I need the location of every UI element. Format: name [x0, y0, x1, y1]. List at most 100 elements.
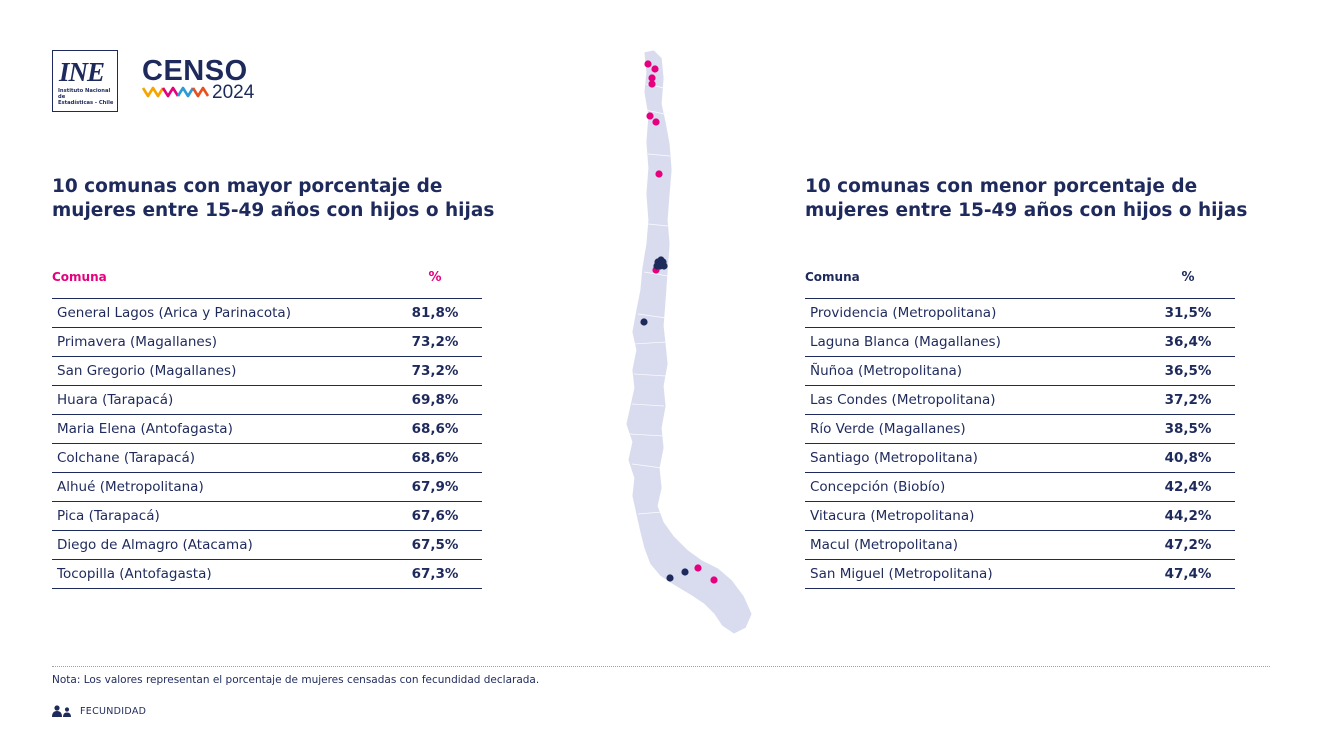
- table-row: Vitacura (Metropolitana) 44,2%: [805, 502, 1235, 531]
- footer-divider: [52, 666, 1270, 667]
- footer-label: FECUNDIDAD: [80, 705, 147, 717]
- comuna-name: Colchane (Tarapacá): [57, 450, 196, 466]
- lowest-percentage-table: Comuna % Providencia (Metropolitana) 31,5…: [805, 256, 1235, 589]
- map-markers-low: [640, 256, 689, 582]
- comuna-percent: 37,2%: [1164, 392, 1212, 408]
- comuna-percent: 38,5%: [1164, 421, 1212, 437]
- ine-logo-subtitle: Instituto Nacional de Estadísticas - Chi…: [58, 88, 114, 106]
- table-row: Concepción (Biobío) 42,4%: [805, 473, 1235, 502]
- comuna-percent: 73,2%: [411, 363, 459, 379]
- header-comuna: Comuna: [805, 270, 860, 284]
- marker-high: [710, 576, 718, 584]
- comuna-percent: 40,8%: [1164, 450, 1212, 466]
- comuna-name: Macul (Metropolitana): [810, 537, 958, 553]
- comuna-name: San Gregorio (Magallanes): [57, 363, 237, 379]
- table-row: Alhué (Metropolitana) 67,9%: [52, 473, 482, 502]
- right-section-title: 10 comunas con menor porcentaje de mujer…: [805, 176, 1248, 221]
- marker-low: [653, 262, 661, 270]
- header-percent: %: [1181, 269, 1195, 285]
- comuna-percent: 36,4%: [1164, 334, 1212, 350]
- comuna-name: Pica (Tarapacá): [57, 508, 160, 524]
- marker-low: [640, 318, 648, 326]
- table-row: Diego de Almagro (Atacama) 67,5%: [52, 531, 482, 560]
- comuna-percent: 67,6%: [411, 508, 459, 524]
- highest-percentage-table: Comuna % General Lagos (Arica y Parinaco…: [52, 256, 482, 589]
- marker-high: [651, 65, 659, 73]
- marker-high: [644, 60, 652, 68]
- comuna-percent: 31,5%: [1164, 305, 1212, 321]
- comuna-name: Las Condes (Metropolitana): [810, 392, 996, 408]
- comuna-percent: 47,4%: [1164, 566, 1212, 582]
- censo-logo-wave-icon: [142, 86, 210, 98]
- table-header: Comuna %: [805, 256, 1235, 299]
- comuna-name: Concepción (Biobío): [810, 479, 946, 495]
- comuna-percent: 36,5%: [1164, 363, 1212, 379]
- comuna-percent: 73,2%: [411, 334, 459, 350]
- ine-logo: INE Instituto Nacional de Estadísticas -…: [52, 50, 118, 112]
- table-row: Ñuñoa (Metropolitana) 36,5%: [805, 357, 1235, 386]
- comuna-percent: 42,4%: [1164, 479, 1212, 495]
- marker-low: [660, 262, 668, 270]
- table-row: General Lagos (Arica y Parinacota) 81,8%: [52, 299, 482, 328]
- comuna-percent: 81,8%: [411, 305, 459, 321]
- marker-high: [694, 564, 702, 572]
- comuna-name: Huara (Tarapacá): [57, 392, 174, 408]
- marker-high: [646, 112, 654, 120]
- table-row: Pica (Tarapacá) 67,6%: [52, 502, 482, 531]
- comuna-percent: 67,9%: [411, 479, 459, 495]
- table-row: Santiago (Metropolitana) 40,8%: [805, 444, 1235, 473]
- table-row: Primavera (Magallanes) 73,2%: [52, 328, 482, 357]
- ine-logo-mark: INE: [59, 57, 105, 87]
- comuna-name: Alhué (Metropolitana): [57, 479, 204, 495]
- table-row: Providencia (Metropolitana) 31,5%: [805, 299, 1235, 328]
- footnote: Nota: Los valores representan el porcent…: [52, 674, 540, 686]
- table-row: Colchane (Tarapacá) 68,6%: [52, 444, 482, 473]
- table-row: Río Verde (Magallanes) 38,5%: [805, 415, 1235, 444]
- comuna-percent: 44,2%: [1164, 508, 1212, 524]
- marker-low: [681, 568, 689, 576]
- comuna-percent: 68,6%: [411, 421, 459, 437]
- table-row: Macul (Metropolitana) 47,2%: [805, 531, 1235, 560]
- censo-logo: CENSO 2024: [142, 55, 254, 103]
- marker-high: [655, 170, 663, 178]
- comuna-name: Laguna Blanca (Magallanes): [810, 334, 1001, 350]
- comuna-name: Río Verde (Magallanes): [810, 421, 966, 437]
- censo-logo-word: CENSO: [142, 55, 248, 87]
- table-row: Tocopilla (Antofagasta) 67,3%: [52, 560, 482, 589]
- footer-category: FECUNDIDAD: [52, 705, 146, 717]
- header-comuna: Comuna: [52, 270, 107, 284]
- comuna-name: Maria Elena (Antofagasta): [57, 421, 233, 437]
- censo-logo-year: 2024: [212, 82, 255, 103]
- table-row: Las Condes (Metropolitana) 37,2%: [805, 386, 1235, 415]
- comuna-name: General Lagos (Arica y Parinacota): [57, 305, 291, 321]
- left-section-title: 10 comunas con mayor porcentaje de mujer…: [52, 176, 495, 221]
- table-row: Laguna Blanca (Magallanes) 36,4%: [805, 328, 1235, 357]
- marker-low: [657, 256, 665, 264]
- comuna-percent: 67,3%: [411, 566, 459, 582]
- marker-high: [652, 118, 660, 126]
- table-header: Comuna %: [52, 256, 482, 299]
- marker-high: [648, 80, 656, 88]
- comuna-name: Ñuñoa (Metropolitana): [810, 363, 963, 379]
- marker-low: [666, 574, 674, 582]
- map-markers-high: [644, 60, 718, 584]
- comuna-name: Tocopilla (Antofagasta): [57, 566, 212, 582]
- table-row: Maria Elena (Antofagasta) 68,6%: [52, 415, 482, 444]
- comuna-percent: 67,5%: [411, 537, 459, 553]
- chile-map: [625, 49, 753, 635]
- comuna-name: Vitacura (Metropolitana): [810, 508, 975, 524]
- people-icon: [52, 705, 71, 717]
- header-percent: %: [428, 269, 442, 285]
- table-row: San Miguel (Metropolitana) 47,4%: [805, 560, 1235, 589]
- comuna-percent: 47,2%: [1164, 537, 1212, 553]
- comuna-percent: 69,8%: [411, 392, 459, 408]
- comuna-percent: 68,6%: [411, 450, 459, 466]
- table-row: San Gregorio (Magallanes) 73,2%: [52, 357, 482, 386]
- comuna-name: Primavera (Magallanes): [57, 334, 218, 350]
- comuna-name: Diego de Almagro (Atacama): [57, 537, 253, 553]
- chile-map-shape: [625, 49, 753, 635]
- table-row: Huara (Tarapacá) 69,8%: [52, 386, 482, 415]
- comuna-name: Providencia (Metropolitana): [810, 305, 997, 321]
- marker-high: [648, 74, 656, 82]
- comuna-name: San Miguel (Metropolitana): [810, 566, 993, 582]
